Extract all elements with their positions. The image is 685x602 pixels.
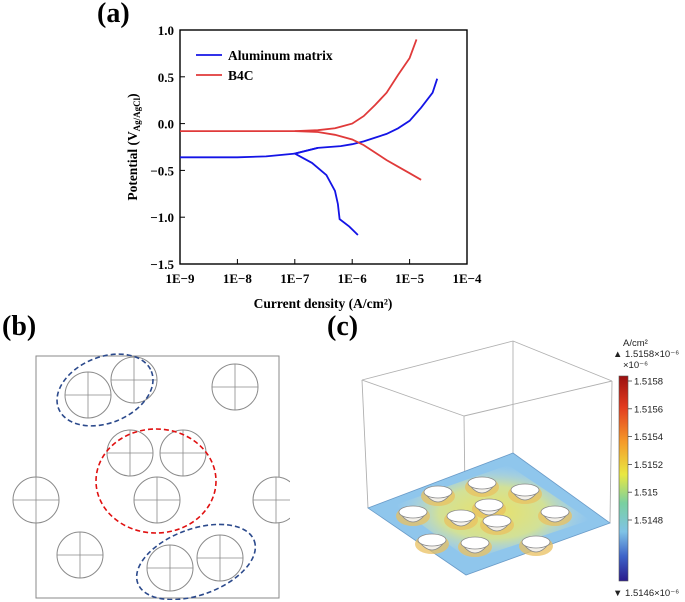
- cluster-outline-center: [95, 428, 217, 534]
- colorbar-tick-label: 1.5156: [634, 404, 663, 415]
- x-tick-label: 1E−5: [395, 271, 425, 286]
- particle-cup: [444, 509, 478, 530]
- chart-ylabel: Potential (VAg/AgCl): [125, 93, 142, 200]
- colorbar-tick-label: 1.5154: [634, 432, 663, 443]
- colorbar-tick-label: 1.5148: [634, 516, 663, 527]
- series-line-b4c-cathodic: [294, 130, 422, 181]
- particle-cup: [396, 505, 430, 526]
- legend-label-b4c: B4C: [228, 68, 254, 83]
- particle-cup: [519, 535, 553, 556]
- particle-cup: [508, 483, 542, 504]
- chart-ylabel-close: ): [125, 93, 140, 98]
- y-tick-label: −0.5: [150, 163, 174, 178]
- y-tick-label: 0.5: [158, 70, 175, 85]
- series-line-aluminum-anodic: [180, 78, 439, 159]
- particle-circle: [211, 363, 259, 411]
- y-tick-label: −1.0: [150, 210, 174, 225]
- colorbar-tick-label: 1.5158: [634, 377, 663, 388]
- cluster-outline-top-left: [56, 353, 154, 427]
- particle-circle: [196, 534, 244, 582]
- particle-circle: [146, 544, 194, 592]
- colorbar-max-label: ▲ 1.5158×10⁻⁶: [613, 349, 679, 360]
- particle-circle: [110, 356, 158, 404]
- x-tick-label: 1E−6: [338, 271, 368, 286]
- x-tick-label: 1E−8: [223, 271, 253, 286]
- particle-circle: [252, 476, 290, 524]
- particle-cup: [465, 476, 499, 497]
- particle-circle: [56, 531, 104, 579]
- panel-c-label: (c): [327, 311, 359, 342]
- particle-circle: [106, 429, 154, 477]
- particle-cup: [472, 498, 506, 519]
- colorbar-min-label: ▼ 1.5146×10⁻⁶: [613, 588, 679, 599]
- polarization-chart: 1E−9 1E−8 1E−7 1E−6 1E−5 1E−4 −1.5 −1.0 −0.5 0.0 0…: [125, 23, 482, 311]
- colorbar-scale: [618, 375, 629, 582]
- x-tick-label: 1E−4: [452, 271, 482, 286]
- series-line-b4c-anodic: [180, 39, 418, 132]
- particle-cup: [538, 505, 572, 526]
- colorbar-tick-label: 1.5152: [634, 460, 663, 471]
- x-tick-label: 1E−7: [280, 271, 310, 286]
- colorbar-unit: A/cm²: [623, 338, 648, 349]
- chart-ylabel-sub: Ag/AgCl: [132, 97, 142, 131]
- particle-circle: [12, 476, 60, 524]
- particle-cup: [480, 514, 514, 535]
- y-tick-label: 0.0: [158, 117, 174, 132]
- series-line-aluminum-cathodic: [292, 147, 359, 236]
- chart-plot-frame: [179, 29, 468, 265]
- particle-circle: [64, 371, 112, 419]
- particle-cup: [421, 485, 455, 506]
- y-tick-label: −1.5: [150, 257, 174, 272]
- panel-b-label: (b): [2, 311, 37, 342]
- chart-legend: Aluminum matrix B4C: [196, 48, 333, 83]
- chart-ylabel-main: Potential (V: [125, 131, 140, 201]
- x-tick-label: 1E−9: [165, 271, 195, 286]
- particle-circle: [133, 476, 181, 524]
- colorbar-multiplier: ×10⁻⁶: [623, 360, 648, 371]
- colorbar-tick-label: 1.515: [634, 488, 658, 499]
- cluster-outline-bottom-right: [135, 523, 257, 600]
- particle-cup: [458, 536, 492, 557]
- y-tick-label: 1.0: [158, 23, 174, 38]
- panel-a-label: (a): [97, 0, 130, 29]
- legend-label-aluminum: Aluminum matrix: [228, 48, 333, 63]
- particle-layout-diagram: [12, 353, 290, 600]
- particle-cup: [415, 533, 449, 554]
- chart-xlabel: Current density (A/cm²): [254, 296, 393, 311]
